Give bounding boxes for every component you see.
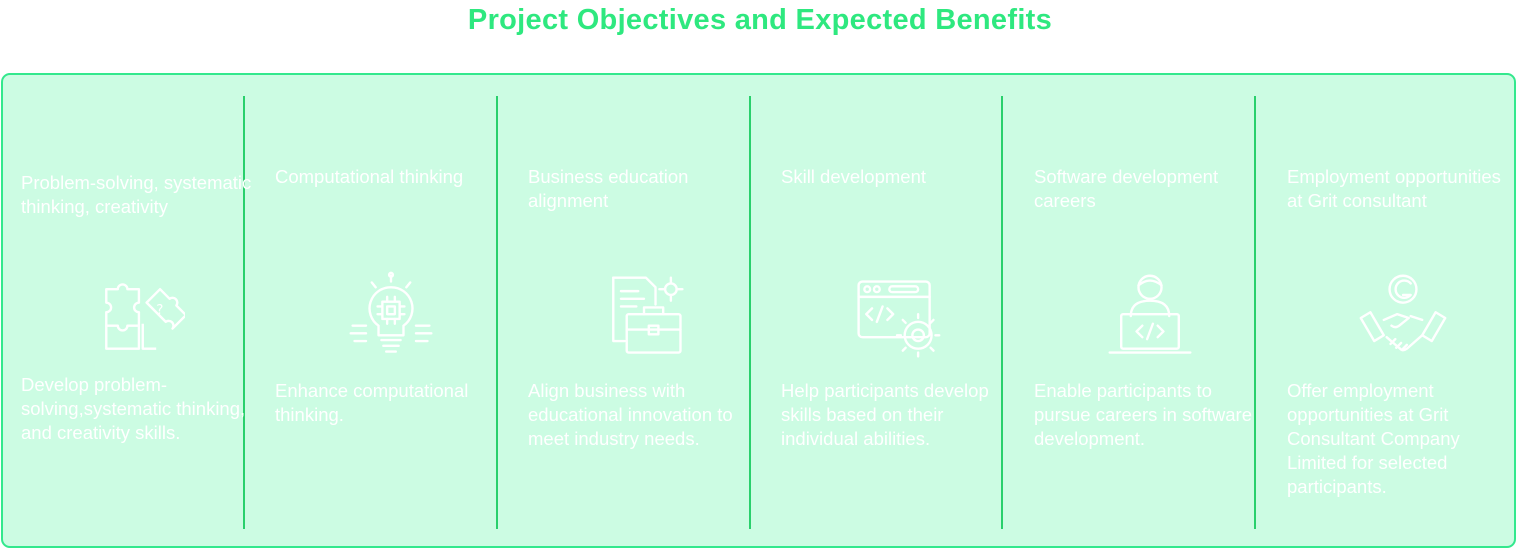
objective-card-business-education: Business education alignment Align busin… [528, 96, 760, 529]
code-window-gear-icon [847, 268, 947, 368]
objective-description: Offer employment opportunities at Grit C… [1287, 380, 1460, 497]
objective-title: Problem-solving, systematic thinking, cr… [21, 172, 252, 217]
objective-description: Develop problem-solving,systematic think… [21, 374, 246, 443]
objective-description: Align business with educational innovati… [528, 380, 733, 449]
column-divider [1001, 96, 1003, 529]
objective-description: Help participants develop skills based o… [781, 380, 989, 449]
objective-description: Enable participants to pursue careers in… [1034, 380, 1252, 449]
objective-title: Skill development [781, 166, 926, 187]
page-title: Project Objectives and Expected Benefits [467, 4, 1053, 36]
column-divider [496, 96, 498, 529]
column-divider [1254, 96, 1256, 529]
objective-card-problem-solving: Problem-solving, systematic thinking, cr… [21, 96, 253, 529]
objective-card-software-careers: Software development careers Enable part… [1034, 96, 1266, 529]
column-divider [243, 96, 245, 529]
lightbulb-chip-icon [341, 268, 441, 368]
handshake-logo-icon [1353, 268, 1453, 368]
objective-title: Business education alignment [528, 166, 689, 211]
column-divider [749, 96, 751, 529]
svg-text:?: ? [156, 303, 163, 318]
objective-title: Computational thinking [275, 166, 464, 187]
objective-title: Employment opportunities at Grit consult… [1287, 166, 1501, 211]
objective-description: Enhance computational thinking. [275, 380, 469, 425]
developer-laptop-icon [1100, 268, 1200, 368]
objective-card-skill-development: Skill development Help participants deve… [781, 96, 1013, 529]
objectives-panel [1, 73, 1516, 548]
briefcase-document-icon [594, 268, 694, 368]
objective-title: Software development careers [1034, 166, 1219, 211]
objective-card-computational-thinking: Computational thinking Enhance computati… [275, 96, 507, 529]
objective-card-employment: Employment opportunities at Grit consult… [1287, 96, 1519, 529]
puzzle-icon: ? [87, 268, 187, 368]
